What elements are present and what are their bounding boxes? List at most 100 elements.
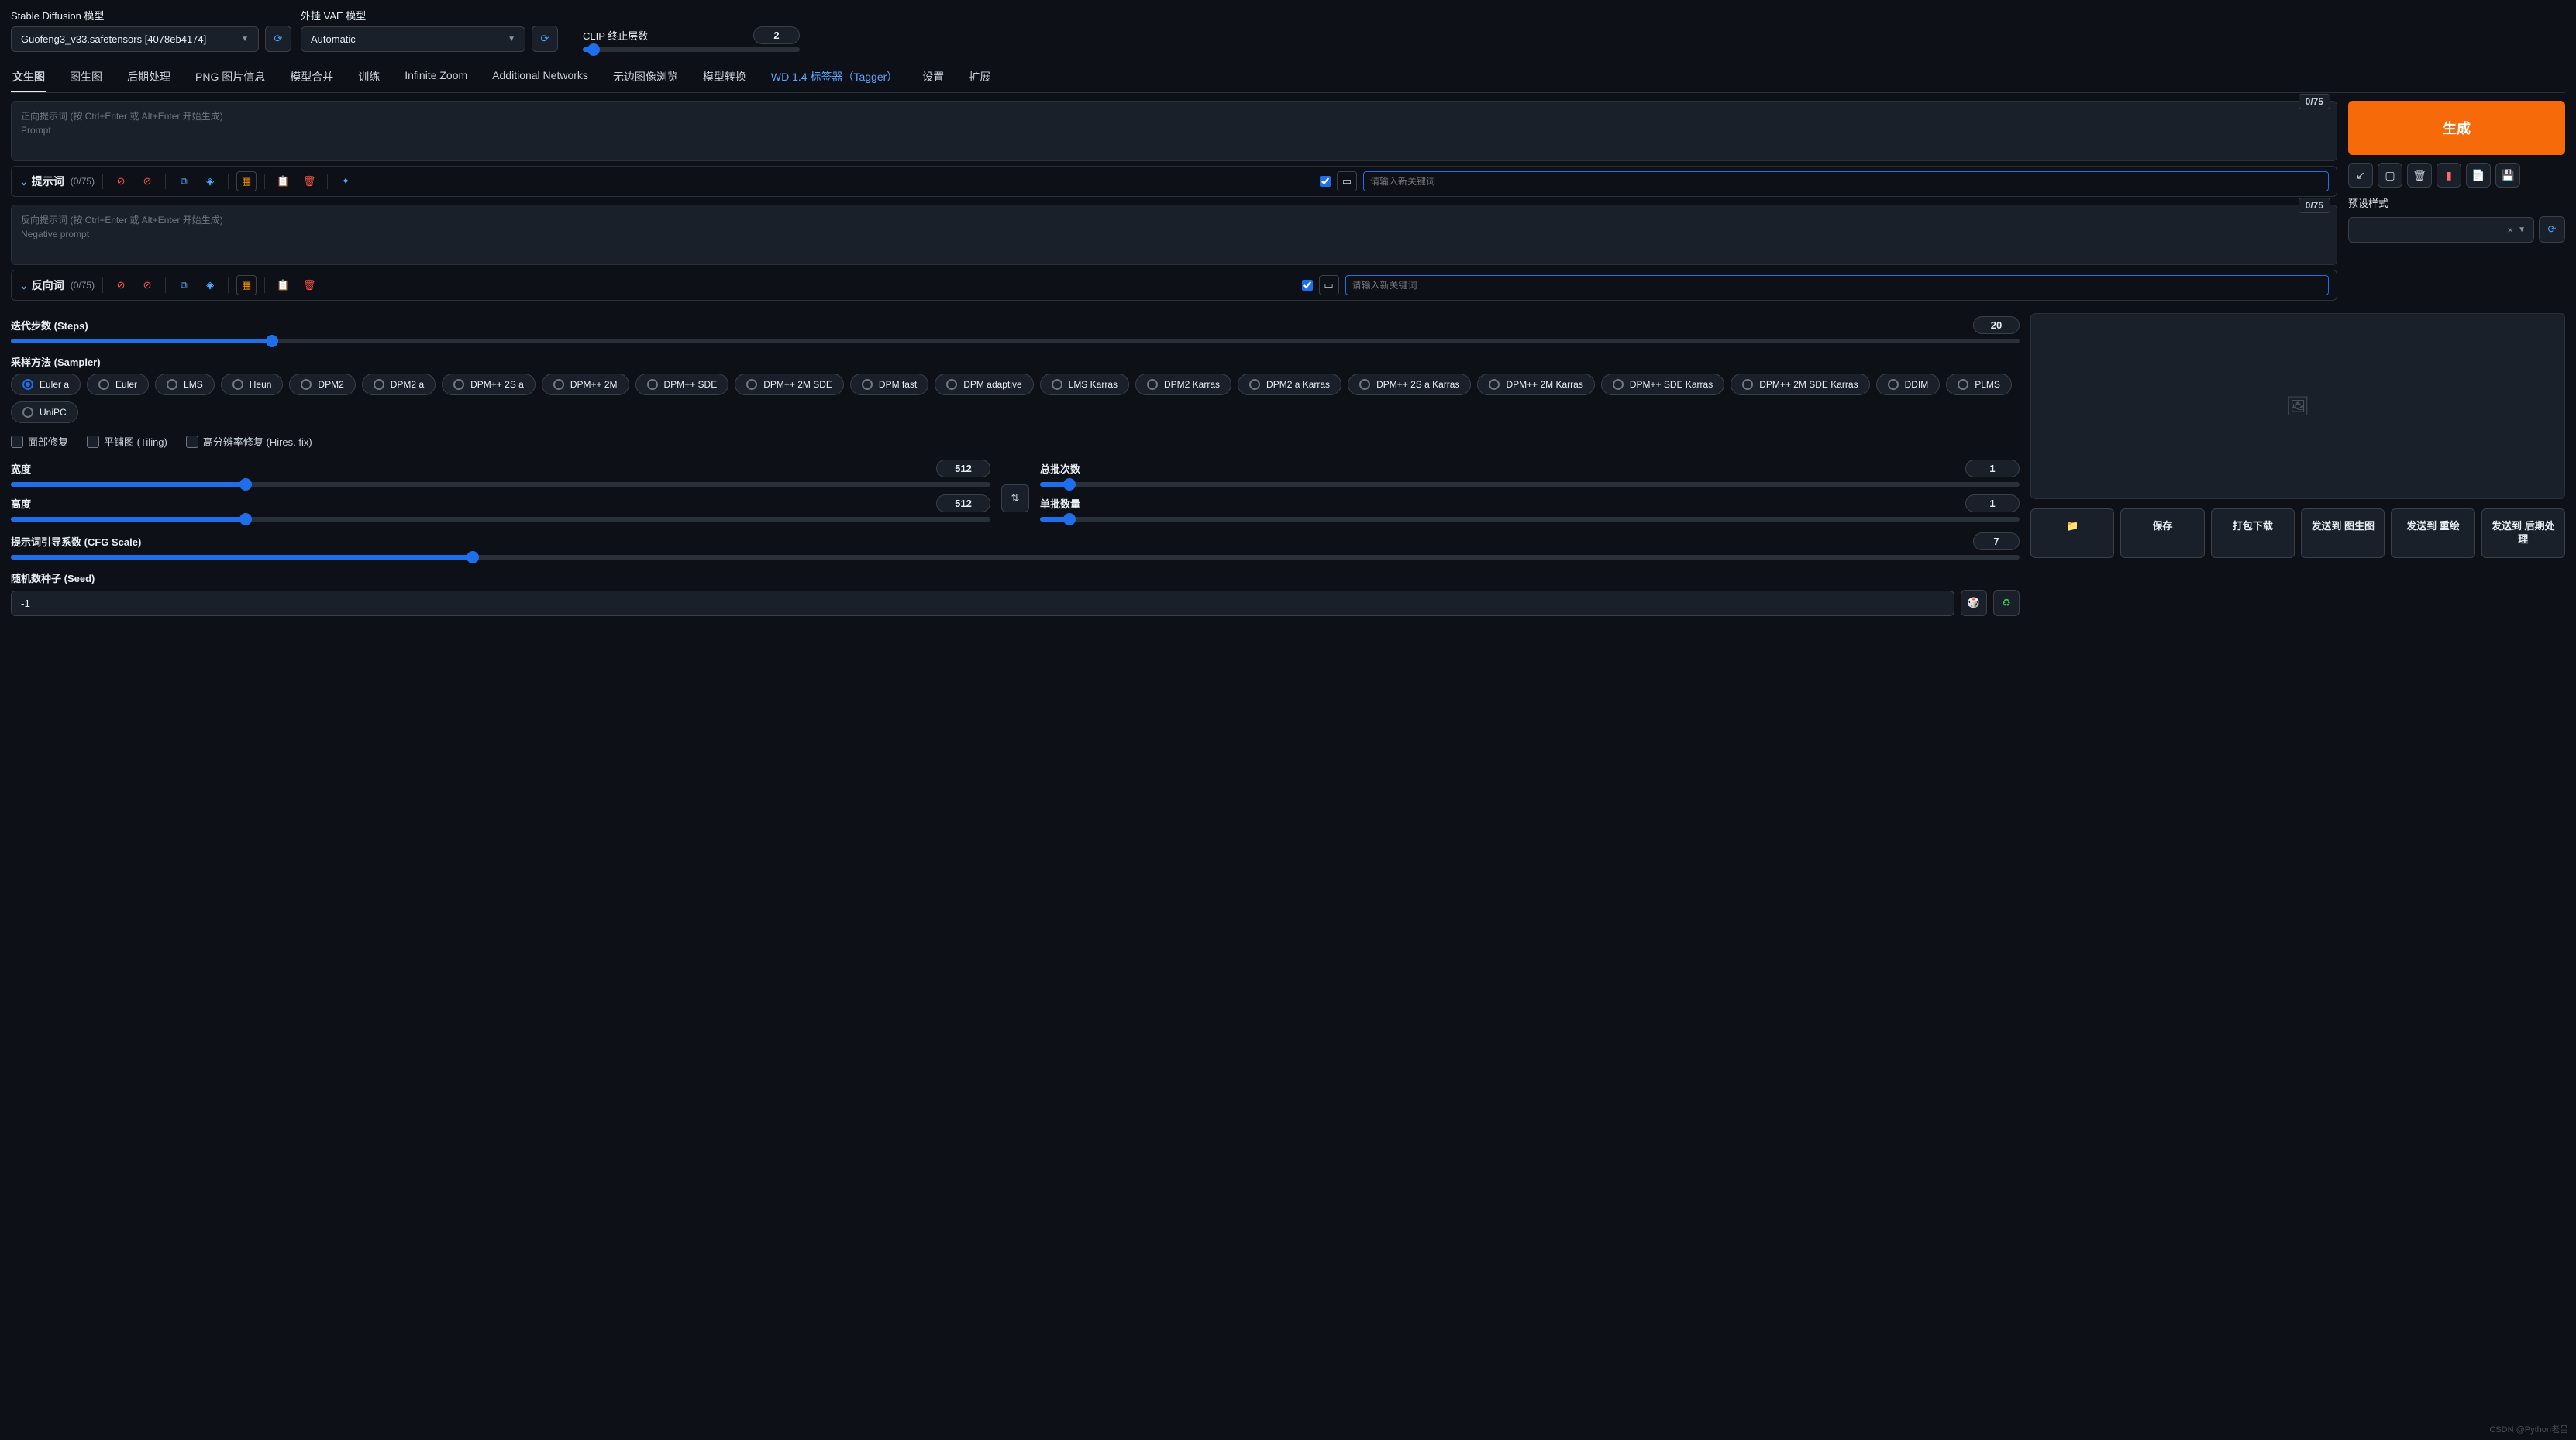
clear-preset-icon[interactable]: × bbox=[2508, 224, 2514, 236]
tab-训练[interactable]: 训练 bbox=[356, 63, 381, 92]
positive-keyword-input[interactable] bbox=[1363, 171, 2329, 191]
sd-model-select[interactable]: Guofeng3_v33.safetensors [4078eb4174] ▼ bbox=[11, 26, 259, 52]
tab-WD 1.4 标签器（Tagger）[interactable]: WD 1.4 标签器（Tagger） bbox=[770, 63, 899, 92]
sampler-dpm2-a[interactable]: DPM2 a bbox=[362, 374, 436, 395]
batch-count-value[interactable]: 1 bbox=[1965, 460, 2020, 477]
negative-toolbar-label[interactable]: ⌄ 反向词 bbox=[19, 277, 64, 293]
swap-dimensions-button[interactable]: ⇅ bbox=[1001, 484, 1029, 512]
reuse-seed-button[interactable]: ♻ bbox=[1993, 590, 2020, 616]
brain-icon[interactable]: ✦ bbox=[336, 171, 356, 191]
sampler-dpm-fast[interactable]: DPM fast bbox=[850, 374, 928, 395]
vae-model-select[interactable]: Automatic ▼ bbox=[301, 26, 525, 52]
card-icon[interactable]: ▮ bbox=[2437, 163, 2461, 188]
width-slider[interactable] bbox=[11, 482, 990, 487]
sampler-dpm2[interactable]: DPM2 bbox=[289, 374, 355, 395]
card-icon[interactable]: ▭ bbox=[1337, 171, 1357, 191]
preset-select[interactable]: × ▼ bbox=[2348, 217, 2534, 243]
negative-prompt-textarea[interactable]: 0/75 反向提示词 (按 Ctrl+Enter 或 Alt+Enter 开始生… bbox=[11, 205, 2337, 265]
copy-icon[interactable]: ⧉ bbox=[174, 171, 194, 191]
neg-checkbox[interactable] bbox=[1302, 280, 1313, 291]
trash-icon[interactable]: 🗑 bbox=[299, 171, 319, 191]
checkbox-高分辨率修复 (Hires. fix)[interactable]: 高分辨率修复 (Hires. fix) bbox=[186, 434, 312, 449]
negative-keyword-input[interactable] bbox=[1345, 275, 2329, 295]
sampler-dpm-adaptive[interactable]: DPM adaptive bbox=[935, 374, 1033, 395]
clip-skip-slider[interactable] bbox=[583, 47, 800, 52]
bookmark-icon[interactable]: ◈ bbox=[200, 275, 220, 295]
sampler-plms[interactable]: PLMS bbox=[1946, 374, 2012, 395]
output-button-打包下载[interactable]: 打包下载 bbox=[2211, 508, 2295, 558]
bookmark-icon[interactable]: ◈ bbox=[200, 171, 220, 191]
cfg-slider[interactable] bbox=[11, 555, 2020, 560]
sampler-dpm-2m-karras[interactable]: DPM++ 2M Karras bbox=[1477, 374, 1594, 395]
sampler-lms[interactable]: LMS bbox=[155, 374, 215, 395]
clear-icon[interactable]: ⊘ bbox=[111, 275, 131, 295]
edit-icon[interactable]: ↙ bbox=[2348, 163, 2373, 188]
sampler-dpm2-karras[interactable]: DPM2 Karras bbox=[1135, 374, 1231, 395]
stop-icon[interactable]: ▢ bbox=[2378, 163, 2402, 188]
copy-icon[interactable]: ⧉ bbox=[174, 275, 194, 295]
random-seed-button[interactable]: 🎲 bbox=[1961, 590, 1987, 616]
sampler-unipc[interactable]: UniPC bbox=[11, 401, 78, 423]
undo-icon[interactable]: ⊘ bbox=[137, 171, 157, 191]
batch-size-value[interactable]: 1 bbox=[1965, 494, 2020, 512]
clip-skip-value[interactable]: 2 bbox=[753, 26, 800, 44]
positive-toolbar-label[interactable]: ⌄ 提示词 bbox=[19, 174, 64, 189]
trash-icon[interactable]: 🗑 bbox=[2407, 163, 2432, 188]
tab-后期处理[interactable]: 后期处理 bbox=[126, 63, 172, 92]
card-icon[interactable]: ▭ bbox=[1319, 275, 1339, 295]
refresh-vae-button[interactable]: ⟳ bbox=[532, 26, 558, 52]
output-button-发送到 重绘[interactable]: 发送到 重绘 bbox=[2391, 508, 2474, 558]
tab-图生图[interactable]: 图生图 bbox=[68, 63, 104, 92]
trash-icon[interactable]: 🗑 bbox=[299, 275, 319, 295]
cfg-value[interactable]: 7 bbox=[1973, 532, 2020, 550]
output-button-发送到 图生图[interactable]: 发送到 图生图 bbox=[2301, 508, 2385, 558]
notes-icon[interactable]: 📄 bbox=[2466, 163, 2491, 188]
tab-模型转换[interactable]: 模型转换 bbox=[701, 63, 748, 92]
open-folder-button[interactable]: 📁 bbox=[2030, 508, 2114, 558]
height-value[interactable]: 512 bbox=[936, 494, 990, 512]
tab-PNG 图片信息[interactable]: PNG 图片信息 bbox=[194, 63, 267, 92]
seed-input[interactable] bbox=[11, 591, 1954, 616]
clipboard-icon[interactable]: 📋 bbox=[273, 275, 293, 295]
tab-无边图像浏览[interactable]: 无边图像浏览 bbox=[611, 63, 680, 92]
sampler-dpm-2m-sde[interactable]: DPM++ 2M SDE bbox=[735, 374, 844, 395]
tab-模型合并[interactable]: 模型合并 bbox=[288, 63, 335, 92]
positive-prompt-textarea[interactable]: 0/75 正向提示词 (按 Ctrl+Enter 或 Alt+Enter 开始生… bbox=[11, 101, 2337, 161]
checkbox-平铺图 (Tiling)[interactable]: 平铺图 (Tiling) bbox=[87, 434, 167, 449]
sampler-heun[interactable]: Heun bbox=[221, 374, 284, 395]
sampler-dpm-sde-karras[interactable]: DPM++ SDE Karras bbox=[1601, 374, 1724, 395]
batch-count-slider[interactable] bbox=[1040, 482, 2020, 487]
tab-设置[interactable]: 设置 bbox=[921, 63, 945, 92]
sampler-euler[interactable]: Euler bbox=[87, 374, 149, 395]
clear-icon[interactable]: ⊘ bbox=[111, 171, 131, 191]
image-icon[interactable]: ▦ bbox=[236, 275, 257, 295]
tab-文生图[interactable]: 文生图 bbox=[11, 63, 46, 92]
sampler-dpm-2s-a-karras[interactable]: DPM++ 2S a Karras bbox=[1348, 374, 1471, 395]
refresh-sd-button[interactable]: ⟳ bbox=[265, 26, 291, 52]
tab-扩展[interactable]: 扩展 bbox=[967, 63, 992, 92]
refresh-preset-button[interactable]: ⟳ bbox=[2539, 216, 2565, 243]
checkbox-面部修复[interactable]: 面部修复 bbox=[11, 434, 68, 449]
prompt-checkbox[interactable] bbox=[1320, 176, 1331, 187]
batch-size-slider[interactable] bbox=[1040, 517, 2020, 522]
output-button-发送到 后期处理[interactable]: 发送到 后期处理 bbox=[2481, 508, 2565, 558]
width-value[interactable]: 512 bbox=[936, 460, 990, 477]
sampler-dpm-sde[interactable]: DPM++ SDE bbox=[635, 374, 729, 395]
tab-Infinite Zoom[interactable]: Infinite Zoom bbox=[403, 63, 469, 92]
tab-Additional Networks[interactable]: Additional Networks bbox=[491, 63, 590, 92]
steps-slider[interactable] bbox=[11, 339, 2020, 343]
output-button-保存[interactable]: 保存 bbox=[2120, 508, 2204, 558]
sampler-dpm-2m[interactable]: DPM++ 2M bbox=[542, 374, 629, 395]
sampler-dpm-2m-sde-karras[interactable]: DPM++ 2M SDE Karras bbox=[1731, 374, 1869, 395]
sampler-dpm2-a-karras[interactable]: DPM2 a Karras bbox=[1238, 374, 1341, 395]
height-slider[interactable] bbox=[11, 517, 990, 522]
clipboard-icon[interactable]: 📋 bbox=[273, 171, 293, 191]
image-icon[interactable]: ▦ bbox=[236, 171, 257, 191]
steps-value[interactable]: 20 bbox=[1973, 316, 2020, 334]
undo-icon[interactable]: ⊘ bbox=[137, 275, 157, 295]
sampler-ddim[interactable]: DDIM bbox=[1876, 374, 1941, 395]
generate-button[interactable]: 生成 bbox=[2348, 101, 2565, 155]
sampler-euler-a[interactable]: Euler a bbox=[11, 374, 81, 395]
sampler-lms-karras[interactable]: LMS Karras bbox=[1040, 374, 1129, 395]
save-icon[interactable]: 💾 bbox=[2495, 163, 2520, 188]
